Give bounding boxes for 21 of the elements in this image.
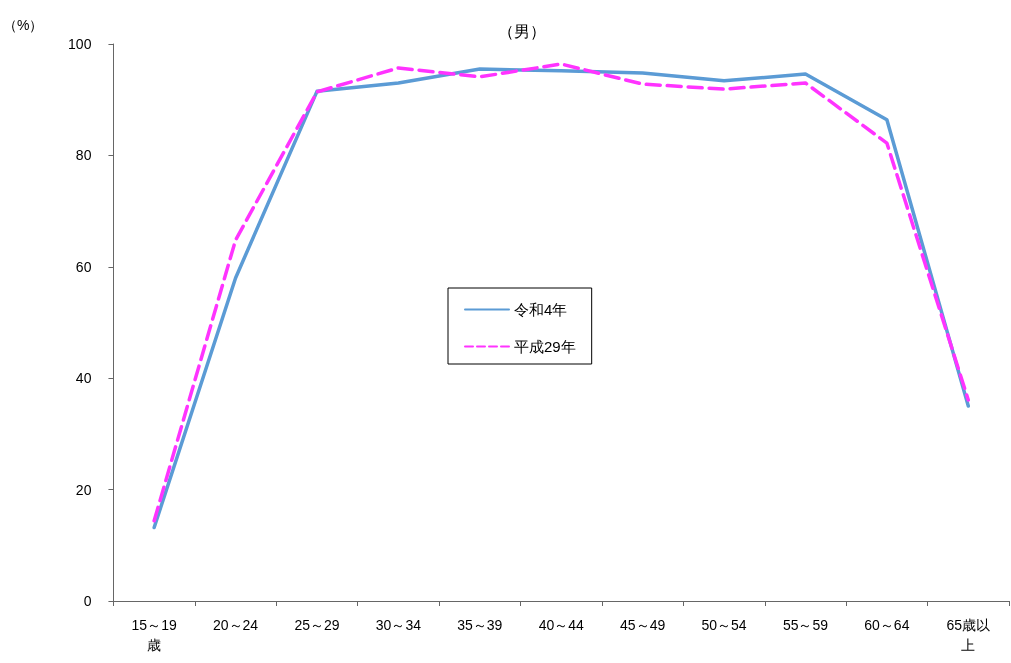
x-tick-label: 30～34 bbox=[375, 617, 422, 633]
x-tick-label: 45～49 bbox=[620, 617, 666, 633]
y-tick-label: 40 bbox=[75, 370, 92, 387]
y-axis-title: （%） bbox=[3, 17, 44, 33]
x-tick-label: 65歳以上 bbox=[946, 617, 991, 653]
y-tick-label: 80 bbox=[75, 147, 92, 164]
x-tick-label: 35～39 bbox=[457, 617, 503, 633]
y-tick-label: 100 bbox=[68, 36, 92, 52]
x-tick-label: 60～64 bbox=[864, 617, 910, 633]
x-tick-label: 55～59 bbox=[782, 617, 829, 633]
y-tick-label: 20 bbox=[75, 481, 92, 498]
x-tick-label: 50～54 bbox=[701, 617, 747, 633]
x-tick-label: 15～19歳 bbox=[131, 617, 177, 653]
y-tick-label: 60 bbox=[75, 258, 92, 275]
x-tick-label: 20～24 bbox=[212, 617, 259, 633]
x-tick-label: 25～29 bbox=[294, 617, 340, 633]
x-tick-label: 40～44 bbox=[538, 617, 584, 633]
y-tick-label: 0 bbox=[83, 593, 92, 609]
legend-label: 平成29年 bbox=[514, 338, 576, 355]
legend-label: 令和4年 bbox=[514, 301, 568, 318]
chart-title: （男） bbox=[498, 22, 546, 40]
